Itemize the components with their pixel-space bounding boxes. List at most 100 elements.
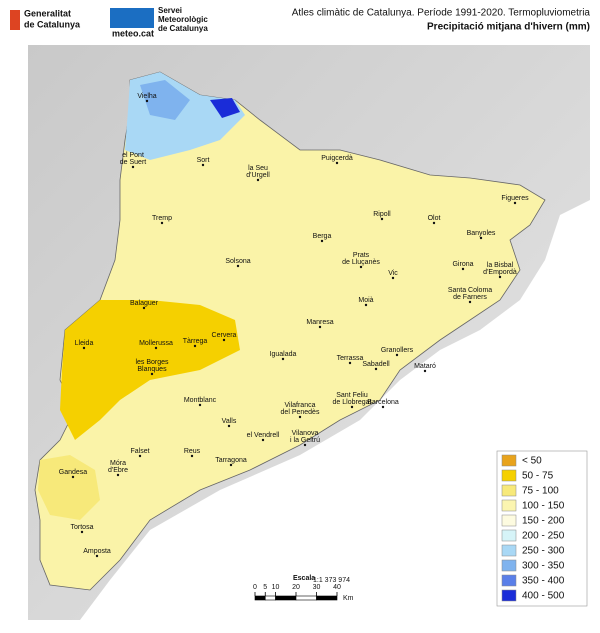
town-label: Vilanova	[292, 430, 319, 437]
town-dot	[80, 530, 84, 534]
scale-label: 40	[333, 584, 341, 591]
town-label: Olot	[428, 215, 441, 222]
town-label: de Llobregat	[333, 399, 372, 406]
town-dot	[335, 161, 339, 165]
town-dot	[320, 239, 324, 243]
town-label: Figueres	[501, 195, 529, 202]
legend-label: 250 - 300	[522, 546, 565, 557]
town-label: de Lluçanès	[342, 259, 380, 266]
town-label: Granollers	[381, 347, 414, 354]
town-label: Sabadell	[362, 361, 390, 368]
town-label: Igualada	[270, 351, 297, 358]
town-dot	[131, 165, 135, 169]
logo-mark	[10, 10, 20, 30]
legend-label: 300 - 350	[522, 561, 565, 572]
town-dot	[236, 264, 240, 268]
town-dot	[513, 201, 517, 205]
town-dot	[154, 346, 158, 350]
sea	[80, 200, 590, 620]
town-dot	[381, 405, 385, 409]
town-dot	[350, 405, 354, 409]
town-label: Banyoles	[467, 230, 496, 237]
legend-label: 50 - 75	[522, 471, 554, 482]
town-dot	[423, 369, 427, 373]
service: Servei	[158, 6, 182, 15]
logo	[10, 8, 154, 30]
site: meteo.cat	[112, 28, 154, 38]
town-label: la Bisbal	[487, 262, 514, 269]
town-label: Amposta	[83, 548, 111, 555]
town-label: Mollerussa	[139, 340, 173, 347]
scale-label: 0	[253, 584, 257, 591]
town-label: Berga	[313, 233, 332, 240]
town-label: Santa Coloma	[448, 287, 492, 294]
service: de Catalunya	[158, 24, 208, 33]
legend-swatch	[501, 514, 517, 527]
town-label: Sant Feliu	[336, 392, 368, 399]
town-label: Prats	[353, 252, 370, 259]
legend-label: < 50	[522, 456, 542, 467]
town-dot	[359, 265, 363, 269]
town-label: Barcelona	[367, 399, 399, 406]
town-dot	[303, 443, 307, 447]
legend-label: 100 - 150	[522, 501, 565, 512]
scale-segment	[264, 595, 276, 601]
scale-label: 5	[263, 584, 267, 591]
town-dot	[461, 267, 465, 271]
town-dot	[138, 454, 142, 458]
town-label: Moià	[358, 297, 373, 304]
town-label: la Seu	[248, 165, 268, 172]
town-label: Puigcerdà	[321, 155, 353, 162]
town-label: d'Ebre	[108, 467, 128, 474]
town-label: Tàrrega	[183, 338, 208, 345]
scale-title: Escala	[293, 575, 315, 582]
title: Atles climàtic de Catalunya. Període 199…	[292, 8, 591, 19]
org: Generalitat	[24, 8, 71, 18]
legend-swatch	[501, 454, 517, 467]
legend-swatch	[501, 574, 517, 587]
town-dot	[222, 338, 226, 342]
town-dot	[227, 424, 231, 428]
town-label: Gandesa	[59, 469, 88, 476]
scale-segment	[316, 595, 338, 601]
town-label: les Borges	[135, 359, 169, 366]
legend-label: 150 - 200	[522, 516, 565, 527]
town-dot	[261, 438, 265, 442]
town-label: Reus	[184, 448, 201, 455]
scale-segment	[275, 595, 297, 601]
legend-label: 400 - 500	[522, 591, 565, 602]
town-dot	[71, 475, 75, 479]
town-label: el Pont	[122, 152, 144, 159]
town-dot	[391, 276, 395, 280]
town-dot	[364, 303, 368, 307]
town-label: Mataró	[414, 363, 436, 370]
town-label: de Farners	[453, 294, 487, 301]
town-label: Ripoll	[373, 211, 391, 218]
town-label: Cervera	[212, 332, 237, 339]
scale-ratio: 1:1 373 974	[313, 577, 350, 584]
town-dot	[348, 361, 352, 365]
town-dot	[468, 300, 472, 304]
wet-peak	[210, 98, 240, 118]
town-dot	[256, 178, 260, 182]
town-label: Falset	[130, 448, 149, 455]
legend-swatch	[501, 589, 517, 602]
town-dot	[298, 415, 302, 419]
town-dot	[82, 346, 86, 350]
legend-swatch	[501, 529, 517, 542]
town-dot	[145, 99, 149, 103]
town-label: Móra	[110, 460, 126, 467]
legend-label: 350 - 400	[522, 576, 565, 587]
town-dot	[198, 403, 202, 407]
town-dot	[229, 463, 233, 467]
dry-zone	[60, 300, 240, 440]
town-dot	[160, 221, 164, 225]
town-dot	[281, 357, 285, 361]
legend-swatch	[501, 484, 517, 497]
legend-swatch	[501, 469, 517, 482]
town-dot	[374, 367, 378, 371]
town-label: Terrassa	[337, 355, 364, 362]
service: Meteorològic	[158, 15, 208, 24]
town-label: Vilafranca	[284, 402, 315, 409]
